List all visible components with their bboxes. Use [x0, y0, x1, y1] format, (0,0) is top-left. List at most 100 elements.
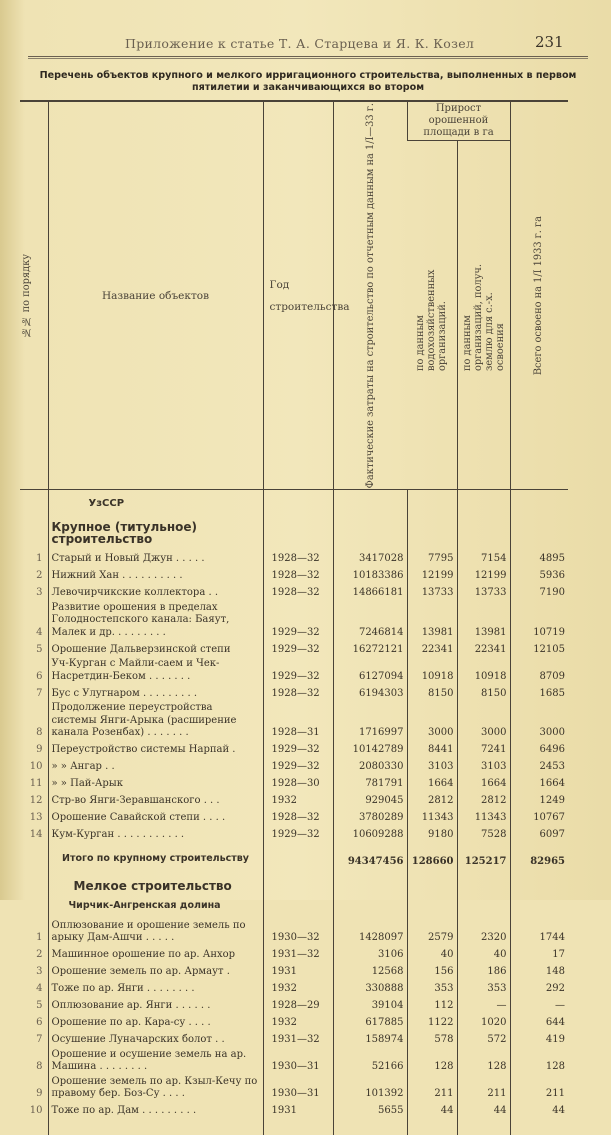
growth-agri-orgs: 40	[456, 945, 510, 963]
row-number: 12	[29, 795, 43, 807]
actual-cost: 158974	[332, 1030, 407, 1048]
total-developed: 44	[509, 1101, 568, 1119]
total-row: Итого по крупному строительству 94347456 1…	[20, 842, 568, 870]
empty-cell	[332, 1126, 407, 1135]
growth-agri-orgs: 44	[456, 1101, 510, 1119]
row-number: 10	[29, 761, 43, 773]
table-row: 12 Стр-во Янги-Зеравшанского . . . 1932 929…	[20, 791, 568, 809]
total-developed: 1685	[509, 684, 568, 702]
growth-agri-orgs: 7528	[456, 825, 510, 843]
construction-years: 1929—32	[262, 640, 333, 658]
total-developed: 82965	[509, 842, 568, 870]
growth-agri-orgs: 1664	[456, 774, 510, 792]
construction-years: 1928—31	[262, 701, 333, 741]
object-name: Продолжение переустройства системы Янги-…	[47, 701, 263, 741]
growth-agri-orgs: 353	[456, 979, 510, 997]
total-developed: —	[509, 996, 568, 1014]
row-number: 8	[36, 1061, 43, 1073]
table-row: 14 Кум-Курган . . . . . . . . . . . 1929—3…	[20, 825, 568, 843]
object-name: Переустройство системы Нарпай .	[47, 740, 263, 758]
construction-years: 1928—32	[262, 684, 333, 702]
construction-years: 1930—31	[262, 1047, 333, 1075]
actual-cost: 6194303	[332, 684, 407, 702]
growth-agri-orgs: 572	[456, 1030, 510, 1048]
table-row: 9 Орошение земель по ар. Кзыл-Кечу по пра…	[20, 1074, 568, 1102]
empty-cell	[456, 1118, 510, 1127]
table-row: 9 Переустройство системы Нарпай . 1929—32 1…	[20, 740, 568, 758]
total-label: Итого по крупному строительству	[47, 842, 263, 870]
table-row: 7 Бус с Улугнаром . . . . . . . . . 1928—3…	[20, 684, 568, 702]
object-name: Осушение Луначарских болот . .	[47, 1030, 263, 1048]
empty-cell	[262, 1126, 333, 1135]
growth-agri-orgs: 13733	[456, 583, 510, 601]
total-developed: 10767	[509, 808, 568, 826]
actual-cost: 5655	[332, 1101, 407, 1119]
table-row: 1 Оплюзование и орошение земель по арыку …	[20, 918, 568, 946]
growth-agri-orgs: 22341	[456, 640, 510, 658]
table-row: 8 Продолжение переустройства системы Янги…	[20, 701, 568, 741]
total-developed: 419	[509, 1030, 568, 1048]
empty-cell	[456, 869, 510, 897]
region-heading: УзССР	[47, 489, 263, 515]
growth-water-orgs: 40	[406, 945, 457, 963]
total-growth-agri-orgs: 125217	[456, 842, 510, 870]
construction-years: 1928—32	[262, 549, 333, 567]
header-growth-orgs-text: по данным организаций, получ. землю для …	[461, 264, 506, 372]
num-cell	[20, 843, 48, 870]
total-developed: 128	[509, 1047, 568, 1075]
growth-water-orgs: 11343	[406, 808, 457, 826]
actual-cost: 3417028	[332, 549, 407, 567]
actual-cost: 10609288	[332, 825, 407, 843]
construction-years: 1929—32	[262, 757, 333, 775]
header-growth-orgs: по данным организаций, получ. землю для …	[456, 140, 510, 491]
spacer-row	[20, 1118, 568, 1127]
total-developed: 5936	[509, 566, 568, 584]
total-developed: 17	[509, 945, 568, 963]
empty-cell	[262, 514, 333, 550]
object-name: Кум-Курган . . . . . . . . . . .	[47, 825, 263, 843]
growth-water-orgs: 353	[406, 979, 457, 997]
empty-cell	[262, 489, 333, 515]
empty-cell	[332, 514, 407, 550]
growth-agri-orgs: 10918	[456, 657, 510, 685]
header-growth-water-text: по данным водохозяйственных организаций.	[415, 269, 449, 372]
table-row: 6 Уч-Курган с Майли-саем и Чек-Насретдин-…	[20, 657, 568, 685]
growth-water-orgs: 578	[406, 1030, 457, 1048]
growth-water-orgs: 3103	[406, 757, 457, 775]
construction-years: 1930—32	[262, 918, 333, 946]
table-row: 2 Машинное орошение по ар. Анхор 1931—32 31…	[20, 945, 568, 963]
total-developed: 1664	[509, 774, 568, 792]
table-row: 13 Орошение Савайской степи . . . . 1928—3…	[20, 808, 568, 826]
empty-cell	[332, 489, 407, 515]
growth-water-orgs: 13981	[406, 600, 457, 641]
growth-agri-orgs: 8150	[456, 684, 510, 702]
table-row: 4 Развитие орошения в пределах Голодносте…	[20, 600, 568, 641]
growth-water-orgs: 12199	[406, 566, 457, 584]
actual-cost: 10183386	[332, 566, 407, 584]
construction-years: 1931—32	[262, 945, 333, 963]
empty-cell	[456, 1126, 510, 1135]
growth-water-orgs: 156	[406, 962, 457, 980]
total-developed: 1249	[509, 791, 568, 809]
object-name: Левочирчикские коллектора . .	[47, 583, 263, 601]
running-head: Приложение к статье Т. А. Старцева и Я. …	[125, 36, 475, 51]
object-name: Развитие орошения в пределах Голодностеп…	[47, 600, 263, 641]
object-name: Машинное орошение по ар. Анхор	[47, 945, 263, 963]
growth-water-orgs: 211	[406, 1074, 457, 1102]
page-number: 231	[535, 33, 564, 51]
empty-cell	[20, 1119, 48, 1127]
row-number: 6	[36, 670, 43, 682]
row-number: 14	[29, 829, 43, 841]
growth-water-orgs: 8150	[406, 684, 457, 702]
empty-cell	[406, 489, 457, 515]
growth-water-orgs: 7795	[406, 549, 457, 567]
row-number: 10	[29, 1105, 43, 1117]
object-name: Оплюзование ар. Янги . . . . . .	[47, 996, 263, 1014]
growth-agri-orgs: 186	[456, 962, 510, 980]
row-number: 11	[29, 778, 43, 790]
total-developed: 292	[509, 979, 568, 997]
num-cell	[20, 515, 48, 550]
header-num-text: №№ по порядку	[21, 253, 32, 338]
table-row: 11» » Пай-Арык 1928—30 781791 1664 1664 1664	[20, 774, 568, 792]
empty-cell	[406, 869, 457, 897]
